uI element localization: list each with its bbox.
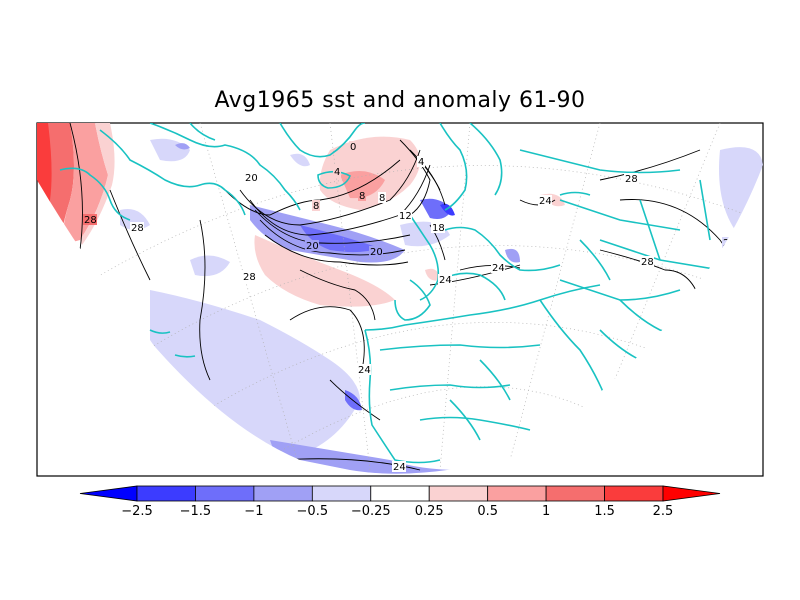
colorbar-swatch bbox=[604, 485, 664, 502]
colorbar-tick-label: −2.5 bbox=[121, 504, 153, 519]
svg-text:28: 28 bbox=[243, 272, 256, 283]
colorbar-swatch bbox=[311, 485, 372, 502]
svg-text:4: 4 bbox=[334, 167, 340, 178]
colorbar-tick-label: 2.5 bbox=[653, 504, 674, 519]
colorbar-tick-label: 1 bbox=[542, 504, 550, 519]
svg-text:4: 4 bbox=[418, 157, 424, 168]
svg-text:8: 8 bbox=[359, 191, 365, 202]
svg-text:20: 20 bbox=[306, 241, 319, 252]
colorbar-tick-label: −1 bbox=[244, 504, 263, 519]
colorbar-tick-label: −0.25 bbox=[351, 504, 391, 519]
colorbar-swatch bbox=[487, 485, 547, 502]
coastlines bbox=[37, 123, 721, 464]
svg-text:0: 0 bbox=[350, 142, 356, 153]
colorbar-swatch bbox=[253, 485, 313, 502]
colorbar-tick-label: 0.25 bbox=[415, 504, 444, 519]
svg-text:28: 28 bbox=[625, 174, 638, 185]
svg-text:24: 24 bbox=[358, 365, 371, 376]
colorbar-tick-label: 1.5 bbox=[594, 504, 615, 519]
colorbar-tick-label: 0.5 bbox=[477, 504, 498, 519]
svg-text:24: 24 bbox=[439, 275, 452, 286]
contour-labels: 28 28 28 20 4 8 0 20 4 8 8 12 20 18 24 2… bbox=[83, 141, 736, 473]
svg-text:28: 28 bbox=[641, 257, 654, 268]
svg-text:24: 24 bbox=[492, 263, 505, 274]
svg-text:28: 28 bbox=[131, 223, 144, 234]
colorbar-max-arrow bbox=[662, 485, 721, 502]
colorbar-swatch bbox=[428, 485, 489, 502]
colorbar-swatch bbox=[136, 485, 196, 502]
svg-text:8: 8 bbox=[313, 201, 319, 212]
anomaly-shading bbox=[37, 123, 763, 474]
svg-text:12: 12 bbox=[399, 211, 412, 222]
map-frame bbox=[36, 122, 764, 477]
svg-text:20: 20 bbox=[370, 247, 383, 258]
graticule bbox=[59, 123, 761, 471]
svg-text:8: 8 bbox=[379, 193, 385, 204]
colorbar-min-arrow bbox=[79, 485, 138, 502]
colorbar-tick-label: −1.5 bbox=[180, 504, 212, 519]
svg-text:24: 24 bbox=[539, 196, 552, 207]
svg-text:28: 28 bbox=[84, 215, 97, 226]
colorbar-tick-label: −0.5 bbox=[297, 504, 329, 519]
svg-text:18: 18 bbox=[432, 223, 445, 234]
colorbar-swatch bbox=[370, 485, 430, 502]
map-title: Avg1965 sst and anomaly 61-90 bbox=[214, 88, 586, 113]
colorbar-swatch bbox=[545, 485, 605, 502]
colorbar-swatch bbox=[195, 485, 255, 502]
svg-text:24: 24 bbox=[393, 462, 406, 473]
svg-text:20: 20 bbox=[245, 173, 258, 184]
